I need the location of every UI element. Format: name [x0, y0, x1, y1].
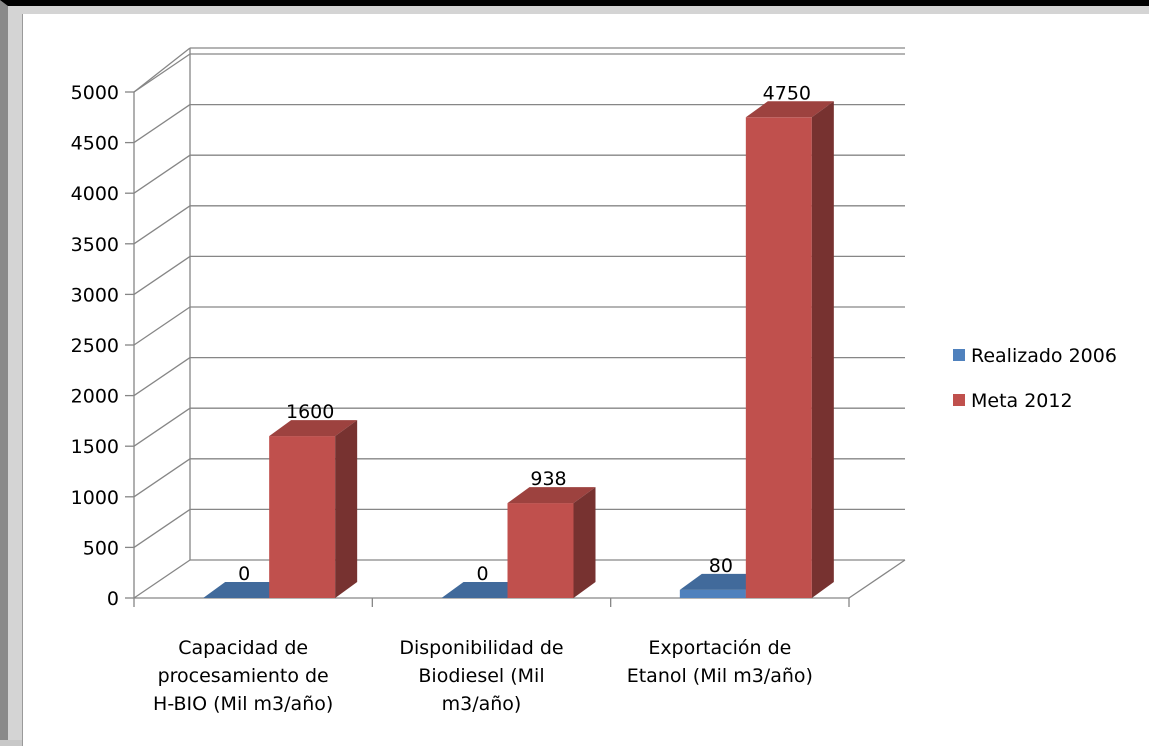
y-tick-label: 2000	[71, 386, 119, 408]
side-gridline	[133, 104, 191, 144]
side-gridline	[133, 255, 191, 295]
data-label: 0	[238, 563, 250, 585]
bar-1-1	[507, 487, 596, 598]
data-label: 938	[530, 468, 566, 490]
bar-1-2	[745, 101, 834, 599]
data-label: 80	[709, 555, 733, 577]
category-label: Biodiesel (Mil	[418, 665, 544, 687]
floor-edge	[848, 559, 906, 599]
legend: Realizado 2006 Meta 2012	[953, 345, 1117, 412]
bar-side	[811, 101, 834, 599]
y-tick-label: 0	[107, 588, 119, 610]
bar-side	[335, 420, 358, 598]
bar-0-0	[203, 582, 292, 598]
side-gridline	[133, 407, 191, 447]
bar-front	[745, 117, 812, 599]
side-gridline	[133, 47, 191, 93]
y-tick-label: 5000	[71, 82, 119, 104]
data-label: 4750	[763, 82, 811, 104]
y-tick-label: 2500	[71, 335, 119, 357]
bar-1-0	[269, 420, 358, 598]
category-label: Exportación de	[648, 637, 791, 659]
side-gridline	[133, 306, 191, 346]
data-labels: 0 1600 0 938 80 4750	[238, 82, 811, 585]
bars	[203, 101, 834, 599]
category-label: H-BIO (Mil m3/año)	[153, 693, 333, 715]
legend-label: Realizado 2006	[971, 345, 1117, 367]
side-gridline	[133, 205, 191, 245]
category-label: Etanol (Mil m3/año)	[627, 665, 813, 687]
bar-side	[573, 487, 596, 598]
bar-top	[203, 582, 292, 598]
legend-swatch	[953, 349, 965, 361]
side-gridline	[133, 53, 191, 93]
bar-top	[507, 487, 596, 504]
side-gridline	[133, 458, 191, 498]
y-tick-label: 4500	[71, 133, 119, 155]
bar-top	[745, 101, 834, 118]
legend-label: Meta 2012	[971, 390, 1073, 412]
y-tick-label: 500	[83, 537, 119, 559]
side-gridline	[133, 508, 191, 548]
y-tick-label: 3500	[71, 234, 119, 256]
y-tick-label: 3000	[71, 284, 119, 306]
legend-swatch	[953, 394, 965, 406]
bar-top	[269, 420, 358, 437]
y-tick-label: 1000	[71, 487, 119, 509]
category-label: procesamiento de	[158, 665, 329, 687]
category-label: Disponibilidad de	[399, 637, 563, 659]
bar-front	[507, 503, 574, 598]
side-gridline	[133, 559, 191, 599]
bar-front	[679, 589, 746, 598]
y-tick-label: 1500	[71, 436, 119, 458]
axes: 0 500 1000 1500 2000 2500 3000 3500 4000 4500 5000	[71, 82, 850, 610]
data-label: 0	[476, 563, 488, 585]
bar-front	[269, 436, 336, 598]
category-label: m3/año)	[442, 693, 522, 715]
bar-chart: 0 500 1000 1500 2000 2500 3000 3500 4000 4500 5000…	[71, 47, 1117, 715]
side-gridline	[133, 357, 191, 397]
y-tick-label: 4000	[71, 183, 119, 205]
category-label: Capacidad de	[178, 637, 308, 659]
data-label: 1600	[286, 401, 334, 423]
side-gridline	[133, 154, 191, 194]
category-labels: Capacidad de procesamiento de H-BIO (Mil m…	[153, 637, 813, 715]
chart-area: 0 500 1000 1500 2000 2500 3000 3500 4000 4500 5000…	[22, 14, 1149, 746]
